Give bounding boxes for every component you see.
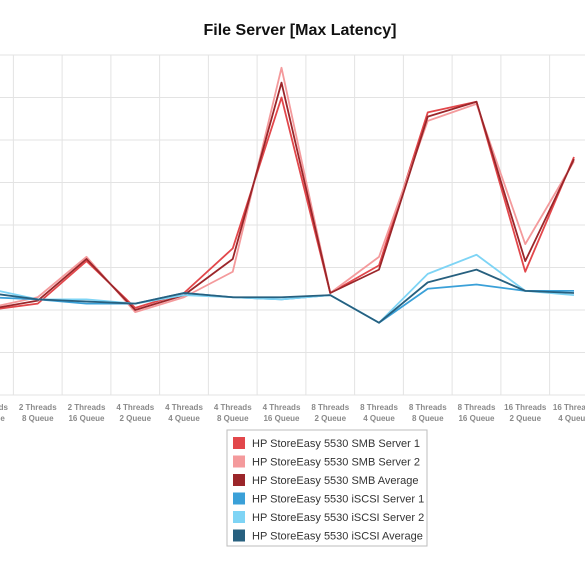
x-tick-label: 8 Threads 8 Queue [409,403,447,423]
x-tick-label: 4 Threads 4 Queue [165,403,203,423]
x-tick-label: 2 Threads 16 Queue [68,403,106,423]
legend-swatch [233,474,245,486]
x-tick-label: 4 Threads 2 Queue [116,403,154,423]
legend-swatch [233,437,245,449]
legend-box [226,429,428,547]
x-tick-label: 8 Threads 16 Queue [458,403,496,423]
chart-grid [0,54,585,396]
chart-title: File Server [Max Latency] [204,22,397,39]
x-tick-label: 8 Threads 4 Queue [360,403,398,423]
x-tick-label: 4 Threads 16 Queue [263,403,301,423]
legend-swatch [233,511,245,523]
legend-label: HP StoreEasy 5530 SMB Server 2 [252,457,420,469]
chart-series-lines [0,66,575,324]
series-line-4 [0,283,574,324]
x-tick-label: 16 Threads 2 Queue [504,403,547,423]
legend-label: HP StoreEasy 5530 iSCSI Server 2 [252,512,424,524]
legend-label: HP StoreEasy 5530 iSCSI Average [252,531,423,543]
series-line-1 [0,96,575,310]
legend-label: HP StoreEasy 5530 SMB Average [252,475,419,487]
series-line-5 [0,253,575,324]
series-line-6 [0,268,575,324]
x-tick-label: 2 Threads 8 Queue [19,403,57,423]
legend-label: HP StoreEasy 5530 SMB Server 1 [252,438,420,450]
legend-label: HP StoreEasy 5530 iSCSI Server 1 [252,494,424,506]
legend-swatch [233,455,245,468]
legend-swatch [233,529,245,542]
chart-legend: HP StoreEasy 5530 SMB Server 1 HP StoreEa… [226,429,428,547]
x-tick-label: 4 Threads 8 Queue [214,403,252,423]
legend-swatch [233,492,245,505]
x-tick-label: 8 Threads 2 Queue [311,403,349,423]
series-line-3 [0,81,575,311]
